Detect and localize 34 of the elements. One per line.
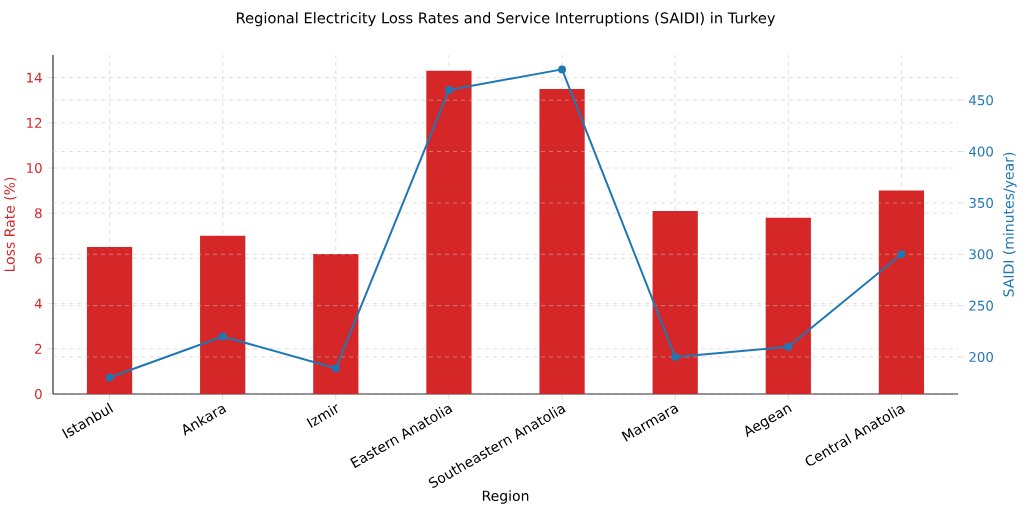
bar [878,190,925,394]
point [331,364,340,373]
x-axis-title: Region [482,490,529,504]
y-tick-label: 14 [27,72,42,83]
chart-title: Regional Electricity Loss Rates and Service Interruptions (SAIDI) in Turkey [236,12,776,27]
y2-tick-label: 450 [969,95,993,106]
y-tick-label: 10 [27,162,42,174]
y-tick-label: 12 [27,117,42,128]
y-tick-label: 8 [35,208,42,219]
bar [86,247,133,394]
y-tick-label: 0 [34,388,42,400]
y-tick-label: 4 [34,298,42,309]
y2-tick-label: 400 [969,146,993,157]
point [897,250,906,259]
y2-tick-label: 350 [969,197,993,208]
y2-tick-label: 250 [969,300,993,311]
y-tick-label: 6 [35,253,42,264]
point [218,332,227,341]
point [784,342,793,351]
y2-tick-label: 200 [969,351,993,363]
y-tick-label: 2 [35,343,42,354]
bar [765,217,811,394]
point [445,86,453,94]
y-axis-title: Loss Rate (%) [4,177,17,272]
bar [313,253,359,394]
point [105,373,114,382]
bar [426,70,472,394]
point [671,353,680,361]
y2-tick-label: 300 [969,249,993,260]
bar [539,88,585,394]
point [558,65,566,74]
y2-axis-title: SAIDI (minutes/year) [1003,152,1017,297]
bar [652,210,698,394]
bar [200,235,246,394]
